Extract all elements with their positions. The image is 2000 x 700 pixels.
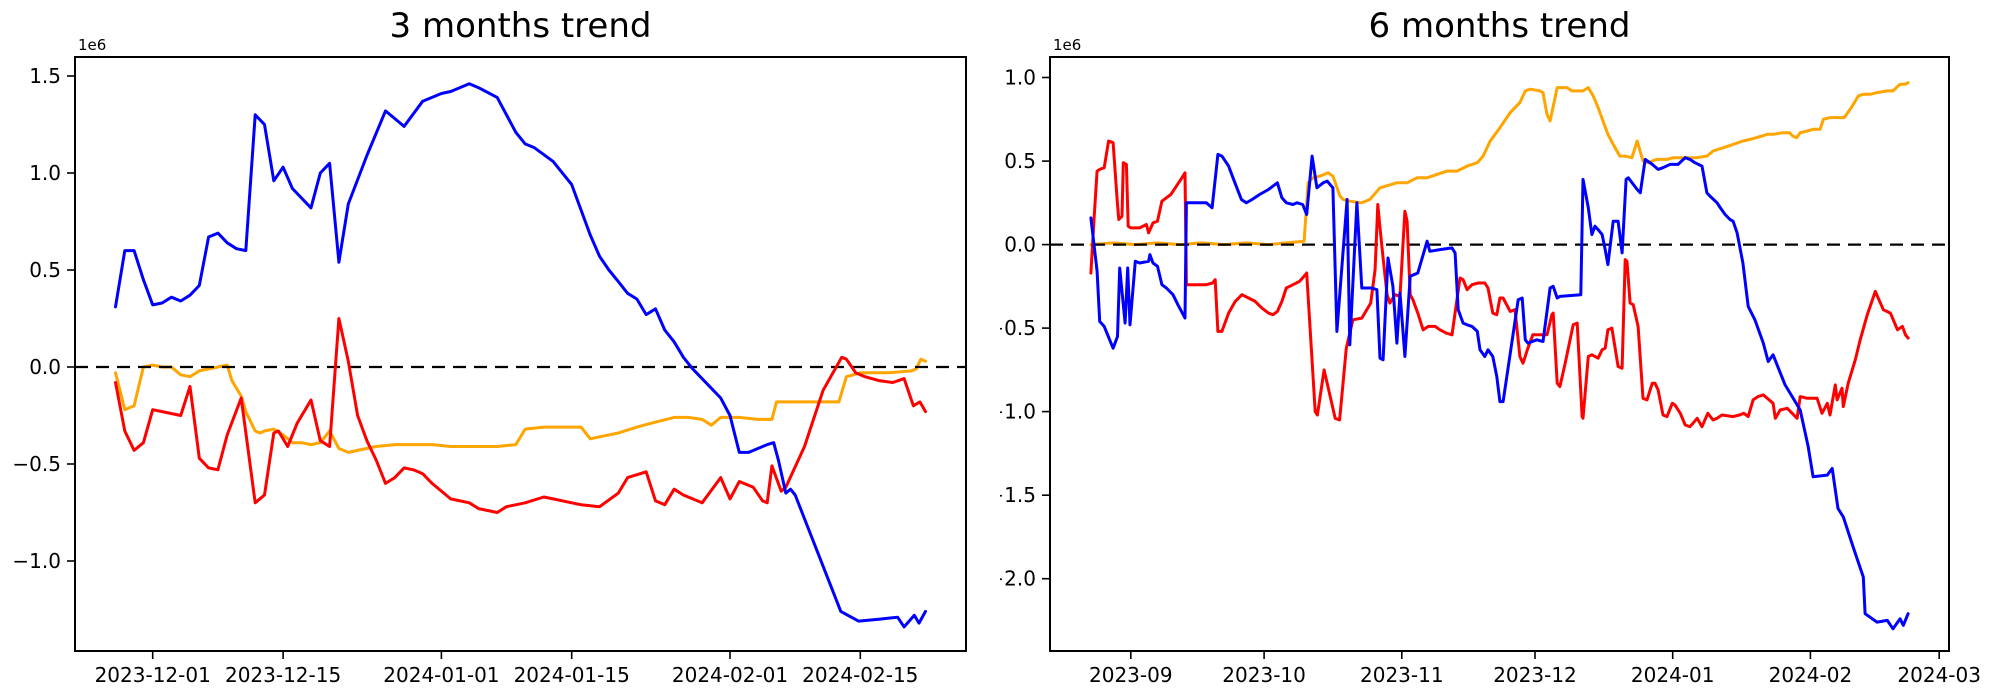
x-tick-label: 2024-01 bbox=[1631, 663, 1715, 687]
y-axis-offset-label: 1e6 bbox=[78, 36, 107, 54]
plot-border bbox=[1049, 56, 1950, 652]
chart-3-months-trend: 3 months trend 1e6 2023-12-01 2023-12-15 2… bbox=[12, 6, 967, 687]
chart-6-months-trend: 6 months trend 1e6 2023-09 2023-10 2023-11… bbox=[1000, 0, 2000, 700]
x-tick-label: 2023-12-15 bbox=[225, 663, 341, 687]
series-line-blue bbox=[1089, 152, 1910, 631]
y-tick-label: −0.5 bbox=[1000, 316, 1036, 340]
y-tick-label: 0.5 bbox=[29, 258, 61, 282]
series-line-orange bbox=[114, 357, 927, 454]
y-tick-label: −1.0 bbox=[12, 549, 61, 573]
y-tick-label: −1.0 bbox=[1000, 400, 1036, 424]
plot-area: 2023-09 2023-10 2023-11 2023-12 2024-01 2024-… bbox=[1000, 56, 1981, 687]
x-tick-label: 2023-12 bbox=[1493, 663, 1577, 687]
y-axis-offset-label: 1e6 bbox=[1053, 36, 1082, 54]
series-line-orange bbox=[1089, 81, 1910, 247]
x-tick-label: 2023-09 bbox=[1089, 663, 1173, 687]
y-tick-label: 1.5 bbox=[29, 64, 61, 88]
chart-title: 6 months trend bbox=[1368, 6, 1631, 46]
series-line-red bbox=[114, 317, 927, 514]
y-tick-label: 0.0 bbox=[29, 355, 61, 379]
series-line-blue bbox=[114, 82, 927, 629]
x-tick-label: 2024-02-01 bbox=[672, 663, 788, 687]
y-tick-label: −1.5 bbox=[1000, 483, 1036, 507]
y-tick-label: 0.0 bbox=[1004, 233, 1036, 257]
y-tick-label: −2.0 bbox=[1000, 567, 1036, 591]
x-tick-label: 2023-10 bbox=[1222, 663, 1306, 687]
x-tick-label: 2024-01-01 bbox=[383, 663, 499, 687]
y-tick-label: 1.0 bbox=[1004, 66, 1036, 90]
chart-title: 3 months trend bbox=[389, 6, 652, 46]
series-line-red bbox=[1089, 139, 1910, 429]
x-tick-label: 2024-02 bbox=[1769, 663, 1853, 687]
y-tick-label: 1.0 bbox=[29, 161, 61, 185]
y-tick-label: −0.5 bbox=[12, 452, 61, 476]
plot-area: 2023-12-01 2023-12-15 2024-01-01 2024-01-15… bbox=[12, 56, 967, 687]
x-tick-label: 2023-12-01 bbox=[95, 663, 211, 687]
x-tick-label: 2024-02-15 bbox=[802, 663, 918, 687]
y-tick-label: 0.5 bbox=[1004, 149, 1036, 173]
x-tick-label: 2024-01-15 bbox=[514, 663, 630, 687]
plot-border bbox=[74, 56, 967, 652]
x-tick-label: 2023-11 bbox=[1360, 663, 1444, 687]
x-tick-label: 2024-03 bbox=[1897, 663, 1981, 687]
